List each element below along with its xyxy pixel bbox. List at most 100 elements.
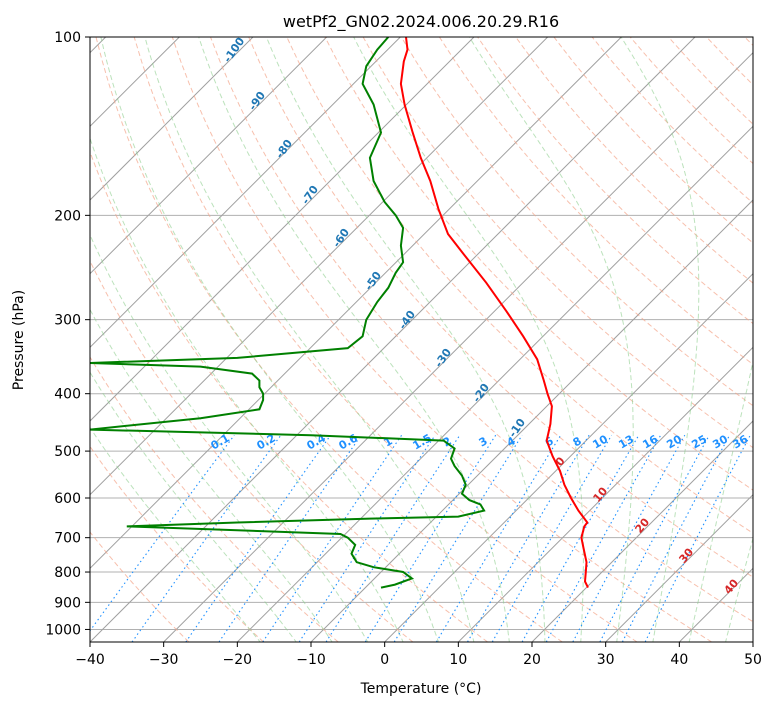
dry-adiabat bbox=[90, 150, 488, 642]
dry-adiabat bbox=[706, 37, 753, 86]
isotherm bbox=[236, 125, 753, 642]
dry-adiabat-label: -30 bbox=[432, 346, 454, 370]
dry-adiabat bbox=[438, 37, 753, 366]
isotherm bbox=[90, 37, 328, 275]
isotherm bbox=[90, 37, 254, 201]
moist-adiabat-label: 10 bbox=[590, 484, 610, 504]
moist-adiabat bbox=[688, 358, 753, 642]
x-tick-label: −40 bbox=[75, 652, 105, 668]
mixing-ratio-line bbox=[298, 434, 436, 642]
isotherm bbox=[90, 37, 696, 642]
y-tick-label: 900 bbox=[54, 595, 81, 611]
moist-adiabat bbox=[90, 371, 297, 642]
mixing-ratio-line bbox=[545, 434, 662, 642]
dry-adiabat bbox=[400, 37, 753, 407]
dry-adiabat-label: -60 bbox=[330, 226, 352, 250]
y-tick-label: 600 bbox=[54, 491, 81, 507]
x-tick-label: 0 bbox=[380, 652, 389, 668]
mixing-ratio-label: 10 bbox=[590, 432, 610, 451]
isotherm bbox=[163, 51, 753, 642]
moist-adiabat bbox=[90, 308, 333, 642]
mixing-ratio-line bbox=[435, 434, 562, 642]
moist-adiabat bbox=[353, 37, 584, 642]
moist-adiabat bbox=[468, 37, 634, 642]
dry-adiabat-label: -90 bbox=[246, 89, 268, 113]
y-tick-label: 400 bbox=[54, 387, 81, 403]
mixing-ratio-line bbox=[325, 434, 461, 642]
dry-adiabat bbox=[90, 445, 264, 642]
moist-adiabat-label: 30 bbox=[676, 545, 696, 565]
isotherm bbox=[752, 641, 753, 642]
y-axis-title: Pressure (hPa) bbox=[11, 290, 27, 390]
moist-adiabat-label: 20 bbox=[632, 515, 652, 535]
dry-adiabat bbox=[95, 37, 563, 642]
isotherm bbox=[678, 567, 753, 642]
isotherm bbox=[384, 272, 753, 642]
dry-adiabat-label: -100 bbox=[221, 35, 248, 65]
dry-adiabat-label: -20 bbox=[470, 381, 492, 405]
background-lines bbox=[90, 37, 753, 642]
x-axis: −40 −30 −20 −10 0 10 20 30 40 50 bbox=[75, 642, 762, 668]
y-tick-label: 800 bbox=[54, 565, 81, 581]
x-tick-label: −20 bbox=[223, 652, 253, 668]
dry-adiabat bbox=[324, 37, 753, 491]
dry-adiabat-label: -40 bbox=[396, 308, 418, 332]
dry-adiabat-label: -80 bbox=[273, 137, 295, 161]
isotherm bbox=[90, 37, 475, 422]
mixing-ratio-label: 36 bbox=[730, 432, 750, 451]
mixing-ratio-line bbox=[644, 434, 751, 642]
dry-adiabat bbox=[171, 37, 712, 642]
isotherm bbox=[531, 420, 753, 642]
x-tick-label: 30 bbox=[597, 652, 615, 668]
mixing-ratio-line bbox=[491, 434, 613, 642]
mixing-ratio-line bbox=[572, 434, 686, 642]
plot-frame bbox=[89, 36, 754, 643]
moist-adiabat bbox=[144, 37, 475, 642]
moist-adiabat bbox=[90, 136, 404, 642]
isotherm bbox=[605, 493, 753, 642]
mixing-ratio-line bbox=[364, 434, 497, 642]
y-tick-label: 700 bbox=[54, 531, 81, 547]
mixing-ratio-line bbox=[262, 434, 403, 642]
mixing-ratio-line bbox=[599, 434, 710, 642]
moist-adiabat bbox=[90, 233, 369, 642]
y-tick-label: 1000 bbox=[45, 622, 81, 638]
y-tick-label: 100 bbox=[54, 30, 81, 46]
dry-adiabat bbox=[515, 37, 753, 284]
temperature-line bbox=[399, 37, 589, 589]
profile-layer bbox=[90, 37, 589, 589]
moist-adiabat bbox=[90, 426, 261, 642]
mixing-ratio-label: 16 bbox=[640, 432, 660, 451]
isotherm bbox=[457, 346, 753, 642]
x-tick-label: 20 bbox=[523, 652, 541, 668]
dry-adiabat bbox=[90, 356, 339, 642]
chart-title: wetPf2_GN02.2024.006.20.29.R16 bbox=[283, 12, 559, 32]
moist-adiabat bbox=[725, 536, 753, 642]
dry-adiabat bbox=[133, 37, 638, 642]
moist-adiabat bbox=[100, 37, 440, 642]
x-axis-title: Temperature (°C) bbox=[360, 681, 482, 697]
mixing-ratio-line bbox=[467, 434, 590, 642]
y-tick-label: 200 bbox=[54, 208, 81, 224]
mixing-ratio-line bbox=[521, 434, 640, 642]
dry-adiabat bbox=[210, 37, 753, 623]
moist-adiabat bbox=[198, 37, 510, 642]
isotherm bbox=[90, 37, 549, 496]
isotherm bbox=[90, 37, 401, 349]
dry-adiabat bbox=[362, 37, 753, 449]
dewpoint-line bbox=[90, 37, 486, 589]
mixing-ratio-line bbox=[621, 434, 731, 642]
x-tick-label: −10 bbox=[296, 652, 326, 668]
dry-adiabat bbox=[90, 259, 414, 642]
dry-adiabat-label: -70 bbox=[299, 183, 321, 207]
moist-adiabat bbox=[620, 37, 700, 642]
y-axis: 100 200 300 400 500 600 700 800 900 1000 bbox=[45, 30, 90, 638]
moist-adiabat bbox=[265, 37, 546, 642]
dry-adiabat-label: -50 bbox=[362, 269, 384, 293]
grid-layer bbox=[90, 37, 753, 642]
dry-adiabat bbox=[90, 531, 190, 642]
dry-adiabat bbox=[553, 37, 753, 244]
x-tick-label: 50 bbox=[744, 652, 762, 668]
x-tick-label: −30 bbox=[149, 652, 179, 668]
